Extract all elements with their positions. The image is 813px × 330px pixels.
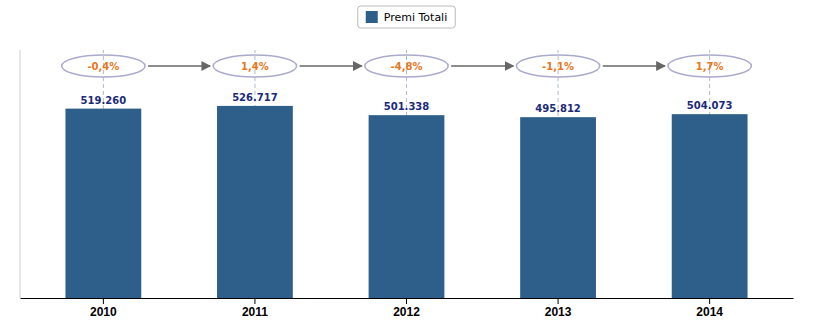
chart: 2010 2011 2012 2013 2014 519.260 526.717 501.33… (0, 0, 813, 330)
bar (520, 117, 596, 298)
annotation: 1,7% (696, 61, 724, 72)
annotation-arrow (451, 65, 513, 66)
bar (369, 115, 445, 298)
x-tick-label: 2011 (242, 305, 268, 319)
annotation-ellipse (213, 55, 296, 77)
legend-swatch (366, 11, 378, 23)
annotation-arrow (148, 65, 210, 66)
x-tick-mark (709, 298, 710, 304)
legend-frame (358, 6, 456, 28)
legend-label: Premi Totali (384, 11, 448, 24)
x-axis: 2010 2011 2012 2013 2014 (21, 298, 794, 319)
annotation: 1,4% (241, 61, 269, 72)
annotation-ellipse (365, 55, 448, 77)
bars (65, 106, 747, 298)
annotation-arrow (300, 65, 362, 66)
annotation: -1,1% (542, 61, 574, 72)
x-tick-mark (103, 298, 104, 304)
bar (65, 109, 141, 298)
x-tick: 2011 (242, 298, 268, 319)
grid (103, 50, 709, 298)
data-label: 526.717 (232, 92, 278, 103)
x-tick-mark (406, 298, 407, 304)
x-tick-label: 2013 (545, 305, 572, 319)
annotation-ellipse (668, 55, 751, 77)
x-tick-mark (558, 298, 559, 304)
bar (672, 114, 748, 298)
data-labels: 519.260 526.717 501.338 495.812 504.073 (81, 92, 733, 114)
x-tick-mark (254, 298, 255, 304)
x-tick: 2013 (545, 298, 572, 319)
data-label: 501.338 (384, 101, 430, 112)
annotation: -4,8% (391, 61, 423, 72)
annotation-arrow (603, 65, 665, 66)
data-label: 519.260 (81, 95, 127, 106)
bar (217, 106, 293, 298)
x-tick-label: 2014 (696, 305, 723, 319)
legend: Premi Totali (358, 6, 456, 28)
data-label: 495.812 (535, 103, 581, 114)
x-tick-label: 2012 (393, 305, 420, 319)
y-axis-line (20, 50, 21, 298)
x-tick: 2012 (393, 298, 420, 319)
data-label: 504.073 (687, 100, 733, 111)
x-tick: 2010 (90, 298, 117, 319)
x-tick-label: 2010 (90, 305, 117, 319)
annotation: -0,4% (87, 61, 119, 72)
plot: 2010 2011 2012 2013 2014 519.260 526.717 501.33… (20, 50, 794, 319)
annotation-ellipse (516, 55, 599, 77)
annotations: -0,4% 1,4% -4,8% -1,1% 1,7% (62, 55, 752, 77)
x-tick: 2014 (696, 298, 723, 319)
annotation-ellipse (62, 55, 145, 77)
